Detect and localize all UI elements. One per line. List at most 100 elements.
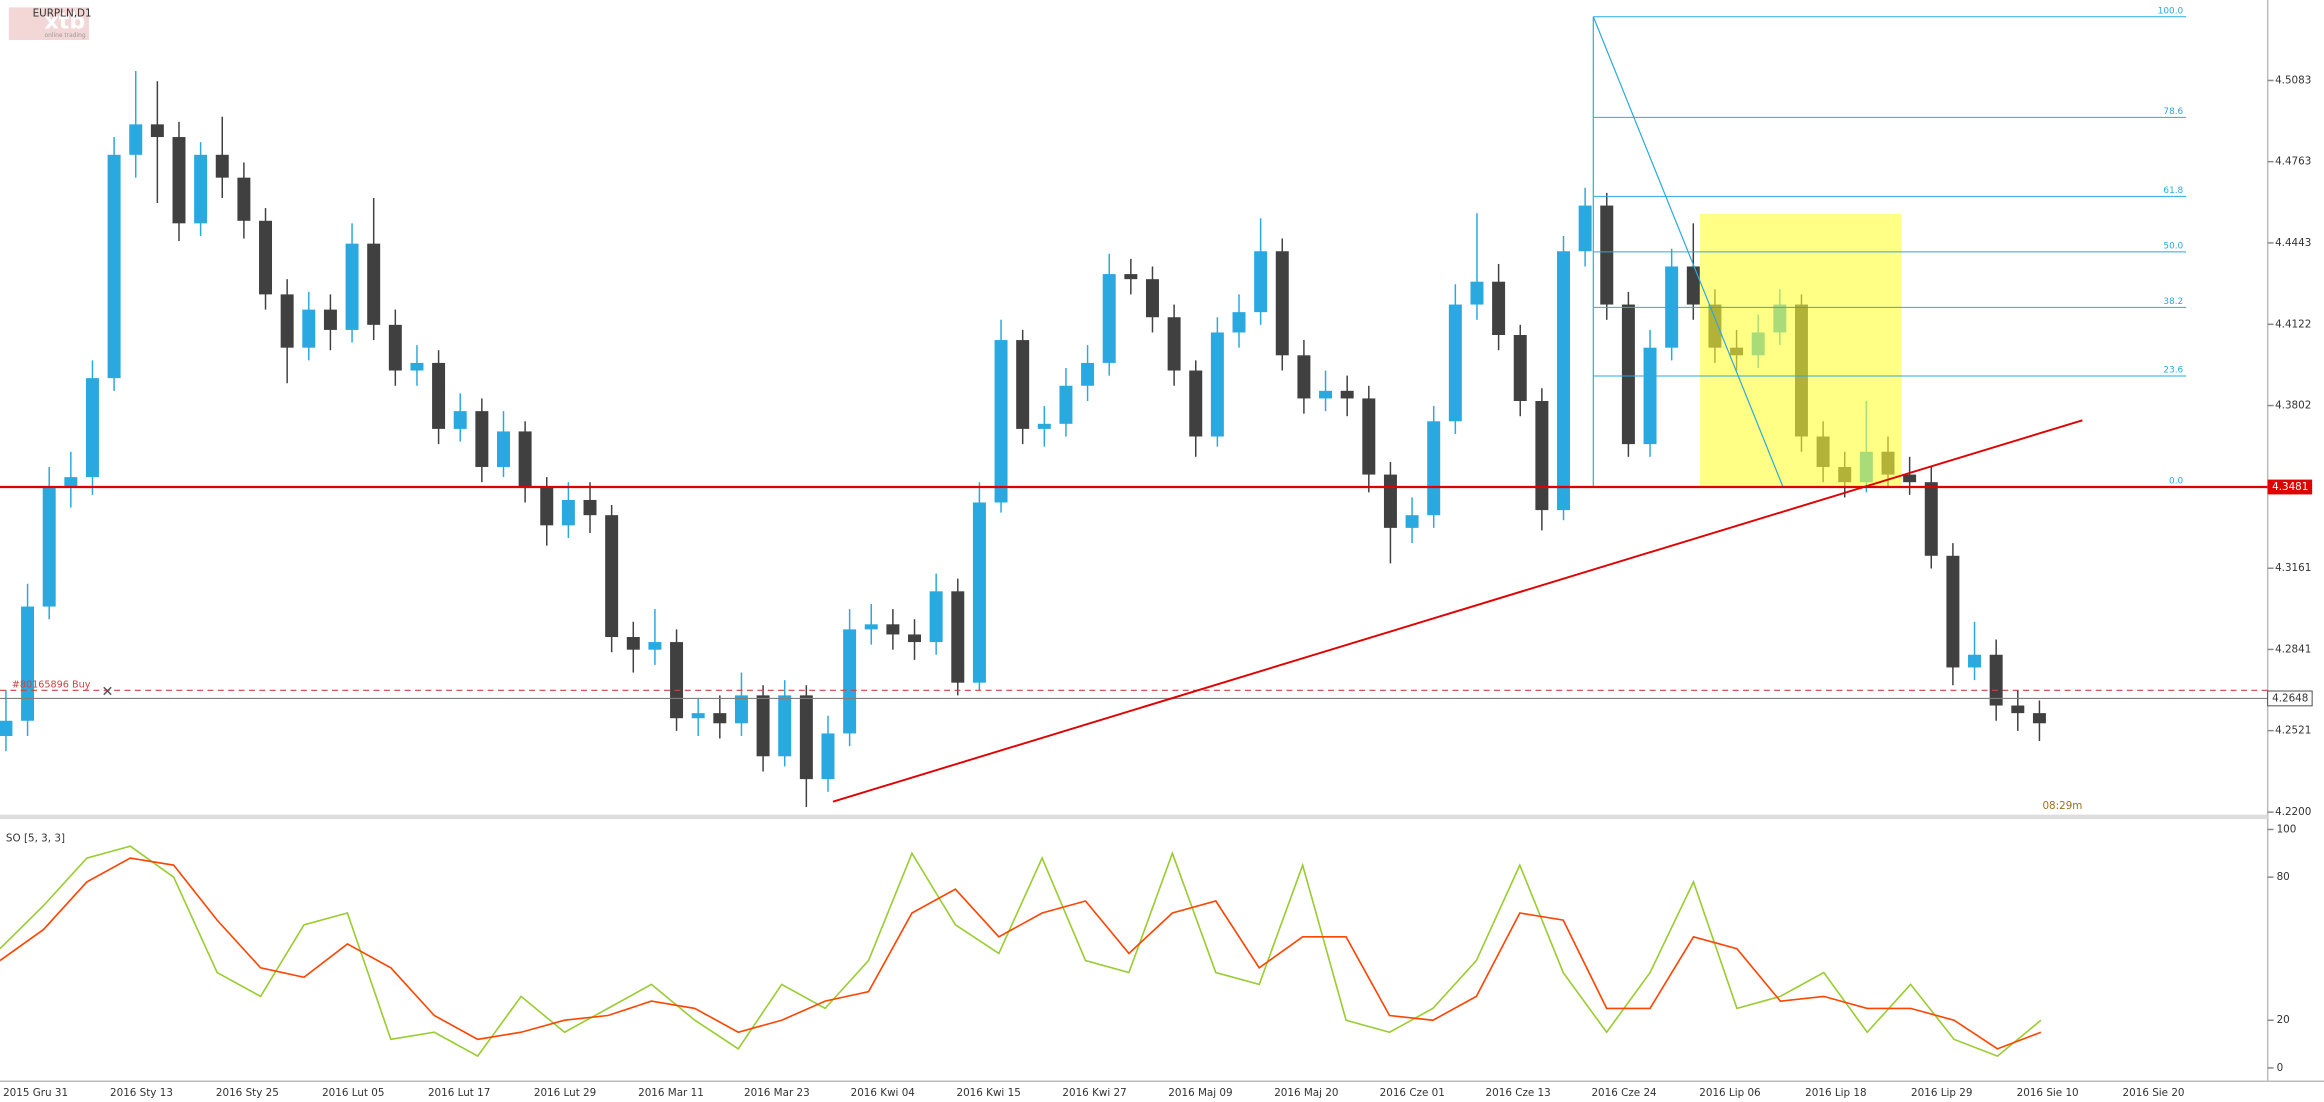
x-tick-label: 2016 Sty 25 xyxy=(216,1087,279,1099)
candle-body xyxy=(886,624,900,635)
candle-body xyxy=(323,309,337,330)
x-tick-label: 2016 Kwi 27 xyxy=(1062,1087,1126,1099)
candle-body xyxy=(1513,334,1527,401)
candle-body xyxy=(561,499,575,526)
fib-level-label: 23.6 xyxy=(2163,366,2183,376)
candle-body xyxy=(583,499,597,516)
price-label: 4.2648 xyxy=(2272,692,2308,704)
candle-body xyxy=(410,362,424,371)
y-tick-label: 0 xyxy=(2277,1062,2284,1074)
candle-body xyxy=(1167,317,1181,371)
candle-body xyxy=(1968,654,1982,668)
y-tick-label: 20 xyxy=(2277,1014,2290,1026)
candle-body xyxy=(756,695,770,757)
candle-body xyxy=(259,220,273,295)
candle-body xyxy=(1405,515,1419,528)
candle-body xyxy=(1535,400,1549,511)
y-tick-label: 4.2200 xyxy=(2275,806,2311,818)
candle-body xyxy=(475,411,489,467)
candle-body xyxy=(713,713,727,724)
candle-body xyxy=(691,713,705,719)
y-tick-label: 4.4443 xyxy=(2275,237,2311,249)
x-tick-label: 2016 Cze 24 xyxy=(1591,1087,1657,1099)
x-tick-label: 2016 Lut 05 xyxy=(322,1087,384,1099)
fib-level-label: 78.6 xyxy=(2163,107,2183,117)
x-tick-label: 2016 Cze 13 xyxy=(1486,1087,1551,1099)
candle-body xyxy=(540,487,554,526)
candle-body xyxy=(1297,355,1311,399)
support-price-box xyxy=(2267,479,2313,495)
candle-body xyxy=(1124,274,1138,280)
pane-separator[interactable] xyxy=(0,814,2268,820)
highlight-box xyxy=(1700,213,1902,488)
candle-body xyxy=(821,733,835,780)
candle-body xyxy=(1643,347,1657,445)
candle-body xyxy=(1210,332,1224,437)
candle-body xyxy=(605,515,619,638)
x-tick-label: 2016 Lut 17 xyxy=(428,1087,490,1099)
y-tick-label: 4.3161 xyxy=(2275,562,2311,574)
candle-body xyxy=(432,362,446,429)
x-tick-label: 2016 Mar 23 xyxy=(744,1087,810,1099)
indicator-title: SO [5, 3, 3] xyxy=(6,832,65,844)
x-tick-label: 2016 Cze 01 xyxy=(1380,1087,1445,1099)
candle-body xyxy=(453,411,467,429)
candle-body xyxy=(215,154,229,178)
price-box xyxy=(2267,690,2313,707)
candle-body xyxy=(1319,390,1333,399)
x-tick-label: 2016 Sie 10 xyxy=(2017,1087,2079,1099)
candle-body xyxy=(496,431,510,467)
indicator-line xyxy=(0,845,2042,1058)
candle-body xyxy=(345,243,359,330)
candle-body xyxy=(1621,304,1635,445)
symbol-title: EURPLN,D1 xyxy=(33,7,92,19)
candle-body xyxy=(843,629,857,734)
y-tick-label: 4.5083 xyxy=(2275,74,2311,86)
candle-body xyxy=(1448,304,1462,422)
indicator-line xyxy=(0,857,2042,1050)
brand-tagline: online trading xyxy=(44,33,85,39)
candle-body xyxy=(1081,362,1095,386)
candle-body xyxy=(1946,555,1960,668)
candle-body xyxy=(1470,281,1484,305)
x-tick-label: 2016 Sie 20 xyxy=(2123,1087,2185,1099)
candle-body xyxy=(1557,251,1570,511)
fib-level-label: 61.8 xyxy=(2163,186,2183,196)
candle-body xyxy=(64,477,78,488)
candle-body xyxy=(280,294,294,348)
candle-body xyxy=(799,695,813,780)
candle-body xyxy=(367,243,381,325)
y-tick-label: 4.2521 xyxy=(2275,725,2311,737)
order-label: #80165896 Buy xyxy=(12,679,91,690)
candle-body xyxy=(150,124,164,138)
y-tick-label: 4.4122 xyxy=(2275,318,2311,330)
candle-body xyxy=(1037,423,1051,429)
candle-body xyxy=(1254,251,1268,313)
candle-body xyxy=(1492,281,1506,335)
candle-body xyxy=(129,124,143,155)
fib-level-label: 0.0 xyxy=(2169,477,2183,487)
y-tick-label: 4.3802 xyxy=(2275,400,2311,412)
candle-body xyxy=(1232,312,1246,333)
candle-body xyxy=(172,137,186,224)
candle-body xyxy=(951,591,965,683)
candle-body xyxy=(1383,474,1397,528)
candle-body xyxy=(1016,340,1030,429)
trendline xyxy=(832,419,2083,803)
fib-level-label: 50.0 xyxy=(2163,241,2183,251)
x-tick-label: 2016 Maj 20 xyxy=(1274,1087,1338,1099)
candle-body xyxy=(1989,654,2003,706)
candle-timer: 08:29m xyxy=(2042,800,2082,812)
x-tick-label: 2015 Gru 31 xyxy=(3,1087,68,1099)
candle-body xyxy=(1903,474,1917,483)
candle-body xyxy=(518,431,532,488)
candle-body xyxy=(929,591,943,643)
candle-body xyxy=(1340,390,1354,399)
support-price-label: 4.3481 xyxy=(2272,481,2308,493)
candle-body xyxy=(864,624,878,630)
x-tick-label: 2016 Mar 11 xyxy=(638,1087,704,1099)
close-order-icon[interactable] xyxy=(103,686,112,696)
